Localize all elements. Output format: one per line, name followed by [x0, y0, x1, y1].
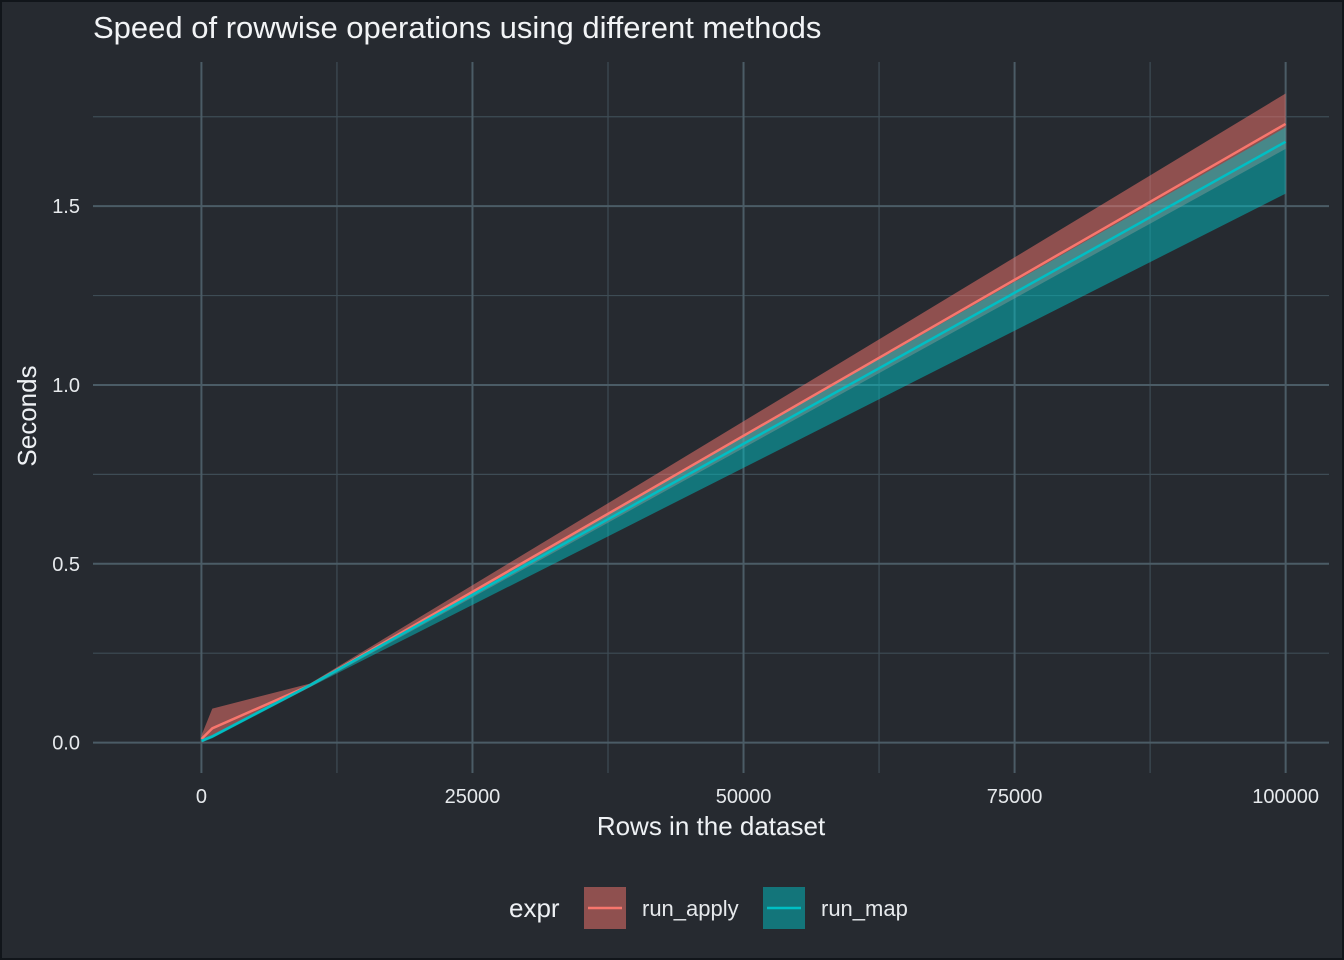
x-tick-label: 75000	[987, 786, 1043, 808]
line-run_apply	[200, 122, 1287, 740]
grid-lines	[93, 62, 1329, 773]
legend-label-run_apply: run_apply	[642, 896, 739, 921]
x-tick-label: 0	[196, 786, 207, 808]
y-tick-label: 0.0	[52, 733, 80, 755]
y-axis-title: Seconds	[12, 365, 42, 466]
legend-title: expr	[509, 893, 560, 923]
line-run_map	[201, 140, 1287, 742]
y-tick-label: 1.0	[52, 375, 80, 397]
y-tick-label: 0.5	[52, 554, 80, 576]
y-tick-label: 1.5	[52, 196, 80, 218]
x-tick-label: 25000	[445, 786, 501, 808]
x-tick-label: 100000	[1252, 786, 1319, 808]
series-lines	[200, 122, 1287, 742]
tick-labels: 0 25000 50000 75000 100000 0.0 0.5 1.0 1.5	[52, 196, 1319, 808]
chart-title: Speed of rowwise operations using differ…	[93, 10, 821, 45]
legend-label-run_map: run_map	[821, 896, 908, 921]
x-tick-label: 50000	[716, 786, 772, 808]
x-axis-title: Rows in the dataset	[597, 811, 826, 841]
legend: expr run_apply run_map	[509, 887, 908, 929]
